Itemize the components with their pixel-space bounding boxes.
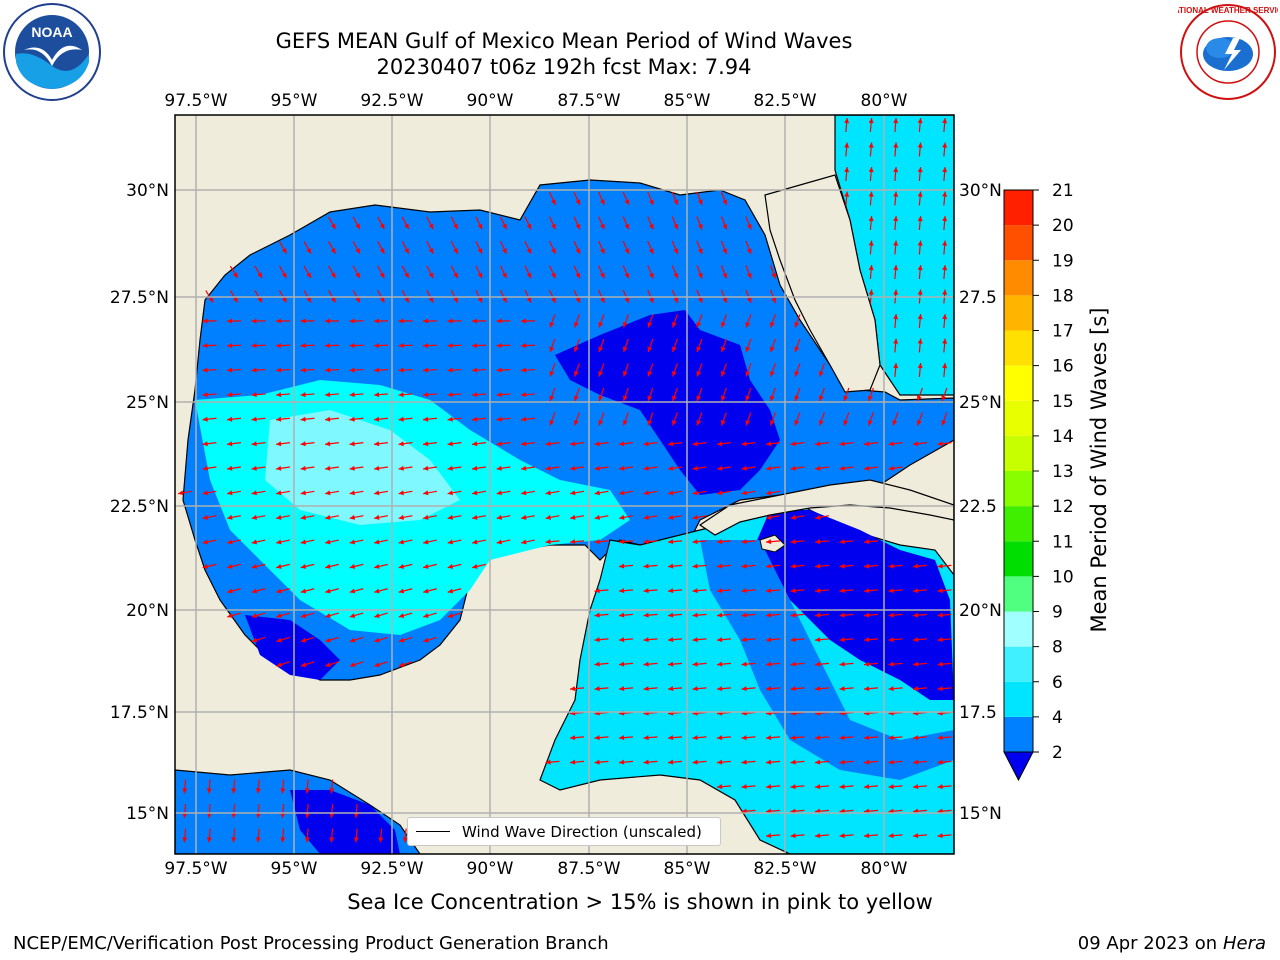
lat-tick-left: 15°N bbox=[126, 804, 169, 824]
nws-logo-icon: NATIONAL WEATHER SERVICE bbox=[1178, 4, 1278, 100]
legend-line-swatch bbox=[416, 831, 450, 832]
colorbar-segment bbox=[1004, 611, 1033, 647]
map-gridlines bbox=[175, 115, 954, 854]
colorbar-tick: 4 bbox=[1052, 708, 1063, 728]
lon-tick-bottom: 87.5°W bbox=[557, 859, 620, 879]
colorbar-tick: 19 bbox=[1052, 251, 1074, 271]
cuba-landmass bbox=[698, 479, 954, 536]
lon-tick-bottom: 90°W bbox=[467, 859, 514, 879]
lat-tick-left: 27.5°N bbox=[110, 288, 169, 308]
colorbar-segment bbox=[1004, 260, 1033, 296]
lat-tick-right: 27.5 bbox=[959, 288, 997, 308]
lon-tick-bottom: 82.5°W bbox=[753, 859, 816, 879]
colorbar-segment bbox=[1004, 506, 1033, 542]
colorbar-segment bbox=[1004, 225, 1033, 261]
pacific-dark-zone bbox=[290, 790, 400, 854]
colorbar-segment bbox=[1004, 190, 1033, 226]
colorbar-tick: 16 bbox=[1052, 357, 1074, 377]
colorbar-tick: 12 bbox=[1052, 497, 1074, 517]
lat-tick-left: 30°N bbox=[126, 181, 169, 201]
lat-tick-right: 30°N bbox=[959, 181, 1002, 201]
colorbar-tick: 9 bbox=[1052, 603, 1063, 623]
colorbar-tick: 14 bbox=[1052, 427, 1074, 447]
colorbar-under-arrow bbox=[1003, 751, 1034, 782]
lon-tick-bottom: 97.5°W bbox=[164, 859, 227, 879]
bay-campeche-dark-zone bbox=[245, 615, 340, 680]
noaa-logo-icon: NOAA bbox=[3, 3, 101, 101]
lat-tick-left: 20°N bbox=[126, 601, 169, 621]
footer-timestamp: 09 Apr 2023 on Hera bbox=[1078, 933, 1266, 954]
lat-tick-right: 25°N bbox=[959, 393, 1002, 413]
lat-tick-left: 25°N bbox=[126, 393, 169, 413]
colorbar-tick: 20 bbox=[1052, 216, 1074, 236]
longitude-ticks-bottom: 97.5°W 95°W 92.5°W 90°W 87.5°W 85°W 82.5°W 80°W bbox=[164, 859, 907, 879]
footer-date: 09 Apr 2023 on bbox=[1077, 933, 1223, 954]
map-area bbox=[175, 115, 954, 854]
colorbar: 2 4 6 8 9 10 11 12 13 14 15 16 17 18 19 20 21 bbox=[1003, 181, 1074, 782]
colorbar-tick: 10 bbox=[1052, 567, 1074, 587]
legend-label: Wind Wave Direction (unscaled) bbox=[462, 822, 702, 841]
latitude-ticks-left: 30°N 27.5°N 25°N 22.5°N 20°N 17.5°N 15°N bbox=[110, 181, 169, 824]
lat-tick-left: 22.5°N bbox=[110, 497, 169, 517]
lon-tick-top: 80°W bbox=[861, 91, 908, 111]
lat-tick-right: 22.5 bbox=[959, 497, 997, 517]
lon-tick-top: 82.5°W bbox=[753, 91, 816, 111]
lon-tick-top: 97.5°W bbox=[164, 91, 227, 111]
colorbar-tick: 11 bbox=[1052, 532, 1074, 552]
colorbar-tick: 2 bbox=[1052, 743, 1063, 763]
colorbar-segment bbox=[1004, 681, 1033, 717]
colorbar-tick: 15 bbox=[1052, 392, 1074, 412]
colorbar-label: Mean Period of Wind Waves [s] bbox=[1087, 308, 1111, 633]
colorbar-segment bbox=[1004, 471, 1033, 507]
colorbar-segment bbox=[1004, 646, 1033, 682]
plot-title-line1: GEFS MEAN Gulf of Mexico Mean Period of … bbox=[275, 29, 853, 53]
colorbar-tick: 21 bbox=[1052, 181, 1074, 201]
footer-branch: NCEP/EMC/Verification Post Processing Pr… bbox=[13, 933, 609, 954]
lon-tick-bottom: 95°W bbox=[271, 859, 318, 879]
colorbar-tick: 17 bbox=[1052, 322, 1074, 342]
lon-tick-bottom: 80°W bbox=[861, 859, 908, 879]
colorbar-segment bbox=[1004, 541, 1033, 577]
sea-ice-note: Sea Ice Concentration > 15% is shown in … bbox=[347, 890, 933, 914]
noaa-logo-text: NOAA bbox=[31, 24, 72, 40]
lon-tick-top: 85°W bbox=[664, 91, 711, 111]
lat-tick-left: 17.5°N bbox=[110, 703, 169, 723]
colorbar-tick: 6 bbox=[1052, 673, 1063, 693]
colorbar-segment bbox=[1004, 716, 1033, 752]
longitude-ticks-top: 97.5°W 95°W 92.5°W 90°W 87.5°W 85°W 82.5°W 80°W bbox=[164, 91, 907, 111]
lon-tick-top: 95°W bbox=[271, 91, 318, 111]
lon-tick-top: 87.5°W bbox=[557, 91, 620, 111]
lat-tick-right: 17.5 bbox=[959, 703, 997, 723]
footer-host: Hera bbox=[1222, 933, 1266, 954]
latitude-ticks-right: 30°N 27.5 25°N 22.5 20°N 17.5 15°N bbox=[959, 181, 1002, 824]
lon-tick-top: 90°W bbox=[467, 91, 514, 111]
plot-title-line2: 20230407 t06z 192h fcst Max: 7.94 bbox=[376, 55, 752, 79]
caribbean-dark-zone bbox=[755, 510, 954, 700]
colorbar-tick: 13 bbox=[1052, 462, 1074, 482]
colorbar-segment bbox=[1004, 400, 1033, 436]
colorbar-segment bbox=[1004, 365, 1033, 401]
caribbean-blue-band bbox=[700, 540, 954, 780]
colorbar-segment bbox=[1004, 330, 1033, 366]
lat-tick-right: 15°N bbox=[959, 804, 1002, 824]
map-frame bbox=[174, 114, 955, 855]
nws-logo-text: NATIONAL WEATHER SERVICE bbox=[1178, 6, 1278, 15]
arrow-legend: Wind Wave Direction (unscaled) bbox=[407, 817, 721, 846]
colorbar-tick: 8 bbox=[1052, 638, 1063, 658]
lat-tick-right: 20°N bbox=[959, 601, 1002, 621]
lon-tick-top: 92.5°W bbox=[360, 91, 423, 111]
lon-tick-bottom: 92.5°W bbox=[360, 859, 423, 879]
colorbar-tick: 18 bbox=[1052, 286, 1074, 306]
colorbar-segment bbox=[1004, 435, 1033, 471]
colorbar-segment bbox=[1004, 295, 1033, 331]
lon-tick-bottom: 85°W bbox=[664, 859, 711, 879]
jamaica-landmass bbox=[759, 534, 786, 553]
wind-wave-arrows bbox=[177, 117, 952, 843]
colorbar-segment bbox=[1004, 576, 1033, 612]
